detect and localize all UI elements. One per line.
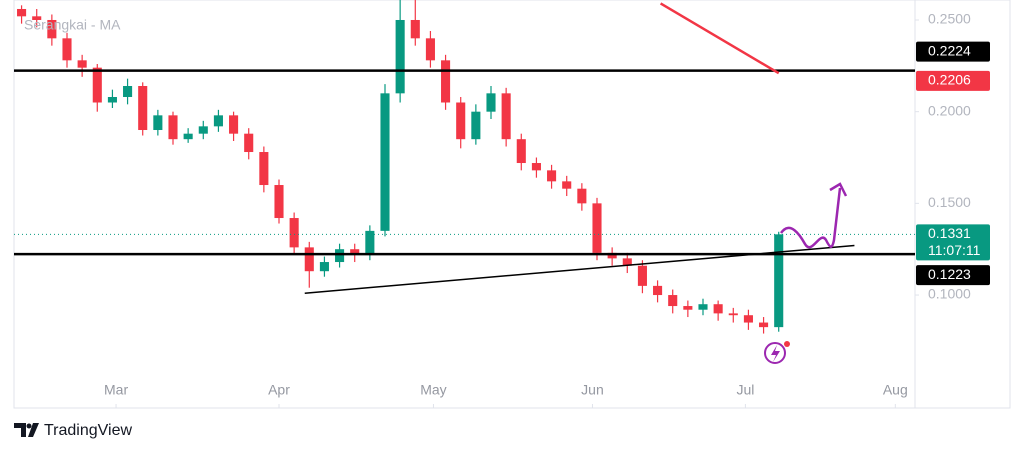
candle-body xyxy=(183,133,193,140)
candle-body xyxy=(592,203,602,253)
drawn-arrowhead xyxy=(829,182,848,197)
candle-body xyxy=(562,181,572,189)
candle-body xyxy=(274,185,284,219)
candle-body xyxy=(425,38,435,61)
y-tick-label: 0.2000 xyxy=(928,102,971,118)
trendline xyxy=(659,2,780,75)
candle-body xyxy=(123,86,133,98)
price-label-level xyxy=(916,41,990,62)
price-label-red xyxy=(916,70,990,91)
candle-body xyxy=(107,97,117,103)
price-label-level-label: 0.1223 xyxy=(928,266,971,282)
chart-frame xyxy=(13,0,1011,409)
candle-body xyxy=(668,295,678,307)
candle-body xyxy=(198,126,208,134)
candle-body xyxy=(47,19,57,39)
candle-body xyxy=(410,19,420,39)
candle-body xyxy=(319,262,329,272)
candle-body xyxy=(637,265,647,286)
candle-body xyxy=(486,93,496,112)
candle-body xyxy=(244,133,254,153)
candle-body xyxy=(365,230,375,255)
candle-body xyxy=(622,258,632,266)
drawn-path xyxy=(779,187,842,249)
candle-body xyxy=(531,163,541,171)
x-tick-label: Aug xyxy=(883,382,908,398)
candle-body xyxy=(471,111,481,140)
candle-body xyxy=(774,234,784,328)
candle-body xyxy=(607,252,617,259)
legend-title: Serangkai - MA xyxy=(24,17,121,33)
candle-body xyxy=(304,247,314,272)
x-tick-label: Jun xyxy=(581,382,604,398)
candle-body xyxy=(698,304,708,310)
candle-body xyxy=(728,313,738,316)
price-label-red-label: 0.2206 xyxy=(928,72,971,88)
brand-logo xyxy=(14,423,39,437)
countdown-label: 11:07:11 xyxy=(928,242,981,258)
trendline xyxy=(304,244,855,294)
candle-body xyxy=(335,249,345,263)
candle-body xyxy=(547,170,557,182)
candle-body xyxy=(153,115,163,131)
x-tick-label: May xyxy=(420,382,446,398)
candle-body xyxy=(229,115,239,134)
candle-body xyxy=(713,304,723,314)
candle-body xyxy=(441,60,451,103)
candle-body xyxy=(17,8,27,17)
candle-body xyxy=(501,93,511,140)
candle-body xyxy=(350,249,360,255)
y-tick-label: 0.2500 xyxy=(928,11,971,27)
candle-body xyxy=(32,16,42,20)
candle-body xyxy=(92,67,102,103)
candle-body xyxy=(577,188,587,204)
y-tick-label: 0.1000 xyxy=(928,286,971,302)
event-dot xyxy=(784,341,790,347)
candle-body xyxy=(743,315,753,323)
x-tick-label: Apr xyxy=(268,382,290,398)
candle-body xyxy=(77,60,87,68)
candle-body xyxy=(62,38,72,61)
candle-body xyxy=(759,322,769,328)
candle-body xyxy=(395,19,405,94)
plot xyxy=(14,0,915,334)
candle-body xyxy=(516,139,526,164)
y-tick-label: 0.1500 xyxy=(928,194,971,210)
grid xyxy=(115,404,896,408)
candle-body xyxy=(168,115,178,140)
price-label-last-label: 0.1331 xyxy=(928,225,971,241)
price-label-level-label: 0.2224 xyxy=(928,42,971,58)
candle-body xyxy=(213,115,223,127)
price-label-last xyxy=(916,224,990,261)
candle-body xyxy=(456,102,466,140)
brand-name: TradingView xyxy=(44,422,132,439)
candle-body xyxy=(138,86,148,131)
candle-body xyxy=(653,285,663,296)
x-tick-label: Mar xyxy=(104,382,128,398)
candle-body xyxy=(380,93,390,231)
event-icon-bolt xyxy=(771,345,780,362)
x-tick-label: Jul xyxy=(736,382,754,398)
price-label-level xyxy=(916,265,990,286)
candle-body xyxy=(259,152,269,186)
candle-body xyxy=(683,306,693,310)
candle-body xyxy=(289,218,299,248)
